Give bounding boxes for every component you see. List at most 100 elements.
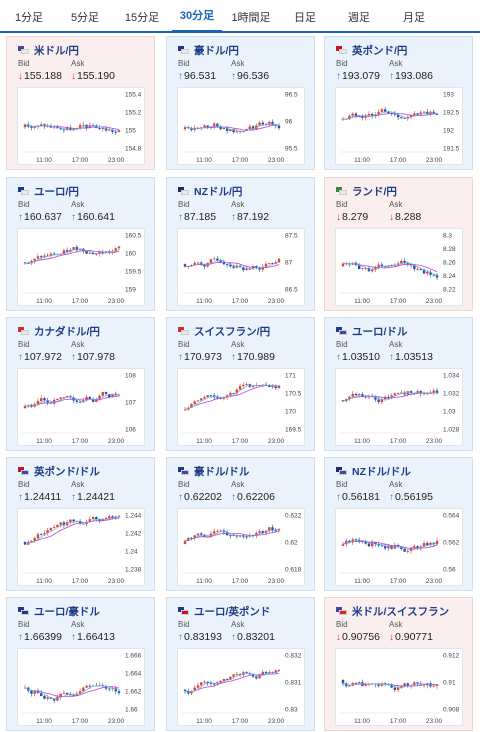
candle-body [245,384,248,385]
candle-body [235,131,239,133]
price-chart[interactable]: 1.034 1.032 1.03 1.028 11:00 17:00 23:00 [335,368,463,446]
moving-average-line [24,686,120,698]
tab-5[interactable]: 1時間足 [231,11,271,24]
price-chart[interactable]: 0.912 0.91 0.908 11:00 17:00 23:00 [335,648,463,726]
candle-body [370,114,374,117]
price-chart[interactable]: 108 107 106 11:00 17:00 23:00 [17,368,145,446]
price-chart[interactable]: 160.5 160 159.5 159 11:00 17:00 23:00 [17,228,145,306]
pair-card[interactable]: 英ポンド/円 Bid Ask ↑193.079 ↑193.086 193 192.… [324,36,473,170]
pair-name[interactable]: 英ポンド/ドル [34,465,100,478]
pair-card[interactable]: ユーロ/英ポンド Bid Ask ↑0.83193 ↑0.83201 0.832… [166,597,315,731]
candle-body [374,396,377,400]
pair-card[interactable]: NZドル/ドル Bid Ask ↑0.56181 ↑0.56195 0.564 0… [324,457,473,591]
pair-name[interactable]: ユーロ/円 [34,185,79,198]
flag-icon [18,46,29,54]
tab-2[interactable]: 5分足 [70,11,100,24]
price-chart[interactable]: 0.622 0.62 0.618 11:00 17:00 23:00 [177,508,305,586]
candle-body [82,687,85,692]
pair-card[interactable]: ユーロ/ドル Bid Ask ↑1.03510 ↑1.03513 1.034 1.… [324,317,473,451]
pair-name[interactable]: スイスフラン/円 [194,325,271,338]
tab-4[interactable]: 30分足 [172,0,222,33]
candle-body [85,685,88,688]
candle-body [219,126,222,130]
candle-body [40,692,43,697]
price-chart[interactable]: 8.3 8.28 8.26 8.24 8.22 11:00 17:00 23:00 [335,228,463,306]
price-chart[interactable]: 171 170.5 170 169.5 11:00 17:00 23:00 [177,368,305,446]
pair-card[interactable]: スイスフラン/円 Bid Ask ↑170.973 ↑170.989 171 17… [166,317,315,451]
candle-body [422,393,426,395]
chart-svg: 108 107 106 11:00 17:00 23:00 [22,373,136,445]
candle-body [354,393,358,395]
moving-average-line [184,384,280,410]
candle-body [225,127,229,131]
pair-name[interactable]: NZドル/ドル [352,465,411,478]
candle-body [370,269,374,272]
up-arrow-icon: ↑ [178,492,183,503]
candle-body [206,395,209,398]
pair-card[interactable]: ランド/円 Bid Ask ↓8.279 ↓8.288 8.3 8.28 8.26 8… [324,177,473,311]
pair-card[interactable]: ユーロ/円 Bid Ask ↑160.637 ↑160.641 160.5 160… [6,177,155,311]
pair-card[interactable]: 豪ドル/円 Bid Ask ↑96.531 ↑96.536 96.5 96 95.5… [166,36,315,170]
pair-name[interactable]: 豪ドル/ドル [194,465,250,478]
price-chart[interactable]: 1.666 1.664 1.662 1.66 11:00 17:00 23:00 [17,648,145,726]
price-chart[interactable]: 87.5 87 86.5 11:00 17:00 23:00 [177,228,305,306]
candle-body [406,262,410,265]
candle-body [264,263,268,267]
pair-card[interactable]: 英ポンド/ドル Bid Ask ↑1.24411 ↑1.24421 1.244 1… [6,457,155,591]
candle-body [222,262,226,265]
pair-card[interactable]: カナダドル/円 Bid Ask ↑107.972 ↑107.978 108 107… [6,317,155,451]
pair-card[interactable]: 豪ドル/ドル Bid Ask ↑0.62202 ↑0.62206 0.622 0.… [166,457,315,591]
down-arrow-icon: ↓ [71,71,76,82]
candle-body [435,540,439,545]
candle-body [30,126,33,128]
price-chart[interactable]: 96.5 96 95.5 11:00 17:00 23:00 [177,87,305,165]
chart-svg: 0.622 0.62 0.618 11:00 17:00 23:00 [182,513,302,585]
pair-name[interactable]: 米ドル/スイスフラン [352,605,450,618]
bid-value: 96.531 [184,70,217,82]
pair-name[interactable]: 米ドル/円 [34,44,79,57]
pair-name[interactable]: NZドル/円 [194,185,243,198]
price-chart[interactable]: 0.832 0.831 0.83 11:00 17:00 23:00 [177,648,305,726]
candle-body [56,398,59,401]
bid-label: Bid [336,59,348,68]
candle-body [43,533,46,535]
candle-body [413,113,416,116]
price-chart[interactable]: 193 192.5 192 191.5 11:00 17:00 23:00 [335,87,463,165]
ask-value: 1.03513 [395,351,433,363]
pair-name[interactable]: ランド/円 [352,185,397,198]
pair-card[interactable]: 米ドル/スイスフラン Bid Ask ↓0.90756 ↓0.90771 0.9… [324,597,473,731]
tab-7[interactable]: 週足 [348,11,370,24]
tab-6[interactable]: 日足 [294,11,316,24]
pair-card[interactable]: NZドル/円 Bid Ask ↑87.185 ↑87.192 87.5 87 86.… [166,177,315,311]
pair-card[interactable]: ユーロ/豪ドル Bid Ask ↑1.66399 ↑1.66413 1.666 1… [6,597,155,731]
pair-card[interactable]: 米ドル/円 Bid Ask ↓155.188 ↓155.190 155.4 155… [6,36,155,170]
x-tick-label: 23:00 [268,578,285,585]
price-chart[interactable]: 155.4 155.2 155 154.8 11:00 17:00 23:00 [17,87,145,165]
pair-name[interactable]: ユーロ/豪ドル [34,605,100,618]
candle-body [255,266,258,268]
pair-name[interactable]: 英ポンド/円 [352,44,408,57]
candle-body [258,531,261,533]
pair-name[interactable]: カナダドル/円 [34,325,100,338]
candle-body [377,399,380,403]
candle-body [193,401,196,405]
tab-8[interactable]: 月足 [403,11,425,24]
y-tick-label: 0.831 [285,680,302,687]
candle-body [364,683,367,686]
pair-name[interactable]: ユーロ/英ポンド [194,605,271,618]
y-tick-label: 0.908 [443,707,460,714]
candle-body [416,682,419,684]
candle-body [383,396,387,400]
chart-svg: 8.3 8.28 8.26 8.24 8.22 11:00 17:00 23:00 [340,233,456,305]
x-tick-label: 11:00 [196,578,212,585]
candle-body [380,109,384,112]
price-chart[interactable]: 0.564 0.562 0.56 11:00 17:00 23:00 [335,508,463,586]
price-chart[interactable]: 1.244 1.242 1.24 1.238 11:00 17:00 23:00 [17,508,145,586]
pair-name[interactable]: 豪ドル/円 [194,44,239,57]
tab-1[interactable]: 1分足 [14,11,44,24]
tab-3[interactable]: 15分足 [124,11,160,24]
candle-body [387,396,390,398]
pair-name[interactable]: ユーロ/ドル [352,325,408,338]
x-tick-label: 17:00 [390,438,407,445]
candle-body [78,248,82,251]
